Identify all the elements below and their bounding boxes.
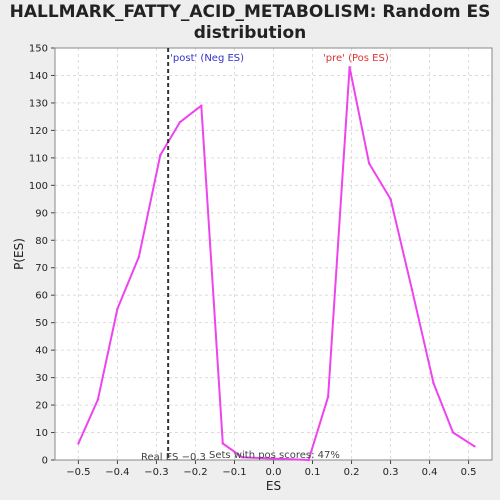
data-point bbox=[200, 104, 203, 107]
x-axis-label: ES bbox=[266, 479, 281, 493]
x-tick-label: −0.2 bbox=[183, 467, 207, 478]
pos-es-label: 'pre' (Pos ES) bbox=[323, 53, 389, 64]
y-tick-label: 10 bbox=[35, 428, 48, 439]
data-point bbox=[307, 458, 310, 462]
chart-title-line-2: distribution bbox=[193, 23, 307, 43]
pos-scores-label: Sets with pos scores: 47% bbox=[209, 450, 340, 461]
data-point bbox=[137, 255, 141, 258]
x-tick-label: −0.4 bbox=[105, 467, 129, 478]
x-tick-label: 0.2 bbox=[344, 467, 360, 478]
series-line bbox=[77, 66, 475, 461]
y-tick-label: 80 bbox=[35, 236, 48, 247]
data-point bbox=[326, 395, 330, 399]
y-tick-label: 110 bbox=[29, 153, 48, 164]
data-point bbox=[473, 445, 476, 448]
annotations: 'post' (Neg ES) 'pre' (Pos ES) Real ES −0.… bbox=[141, 48, 389, 463]
data-point bbox=[178, 120, 182, 124]
y-tick-label: 0 bbox=[42, 456, 48, 467]
data-point bbox=[159, 153, 162, 157]
y-tick-label: 140 bbox=[29, 71, 48, 82]
axes: −0.5 −0.4 −0.3 −0.2 −0.1 0.0 0.1 0.2 0.3 0.4 0.5 0 1… bbox=[29, 44, 493, 478]
data-point bbox=[432, 381, 435, 385]
chart-title-line-1: HALLMARK_FATTY_ACID_METABOLISM: Random E… bbox=[9, 2, 491, 22]
y-tick-label: 150 bbox=[29, 44, 48, 55]
data-point bbox=[77, 442, 80, 445]
x-tick-label: 0.1 bbox=[305, 467, 321, 478]
x-tick-label: 0.0 bbox=[266, 467, 282, 478]
y-tick-label: 30 bbox=[35, 373, 48, 384]
x-tick-label: 0.3 bbox=[383, 467, 399, 478]
data-point bbox=[348, 66, 351, 69]
data-point bbox=[96, 398, 100, 401]
data-point bbox=[367, 162, 371, 165]
y-tick-label: 130 bbox=[29, 98, 48, 109]
y-tick-label: 90 bbox=[35, 208, 48, 219]
real-es-label: Real ES −0.3 bbox=[141, 452, 206, 463]
data-point bbox=[221, 442, 224, 445]
x-tick-label: −0.3 bbox=[144, 467, 168, 478]
data-point bbox=[451, 431, 455, 434]
series-layer bbox=[77, 66, 476, 462]
y-tick-label: 50 bbox=[35, 318, 48, 329]
x-tick-label: 0.4 bbox=[422, 467, 438, 478]
neg-es-label: 'post' (Neg ES) bbox=[170, 53, 244, 64]
chart-title: HALLMARK_FATTY_ACID_METABOLISM: Random E… bbox=[0, 0, 500, 44]
data-point bbox=[410, 288, 414, 291]
data-point bbox=[116, 307, 119, 311]
data-point bbox=[241, 456, 244, 459]
data-point bbox=[389, 197, 392, 201]
x-tick-label: 0.5 bbox=[461, 467, 477, 478]
plot-border bbox=[54, 47, 493, 461]
y-tick-label: 60 bbox=[35, 291, 48, 302]
y-tick-label: 120 bbox=[29, 126, 48, 137]
y-tick-label: 40 bbox=[35, 346, 48, 357]
x-tick-label: −0.1 bbox=[222, 467, 246, 478]
x-tick-label: −0.5 bbox=[66, 467, 90, 478]
y-tick-label: 20 bbox=[35, 401, 48, 412]
y-axis-label: P(ES) bbox=[12, 238, 26, 270]
y-tick-label: 100 bbox=[29, 181, 48, 192]
y-tick-label: 70 bbox=[35, 263, 48, 274]
